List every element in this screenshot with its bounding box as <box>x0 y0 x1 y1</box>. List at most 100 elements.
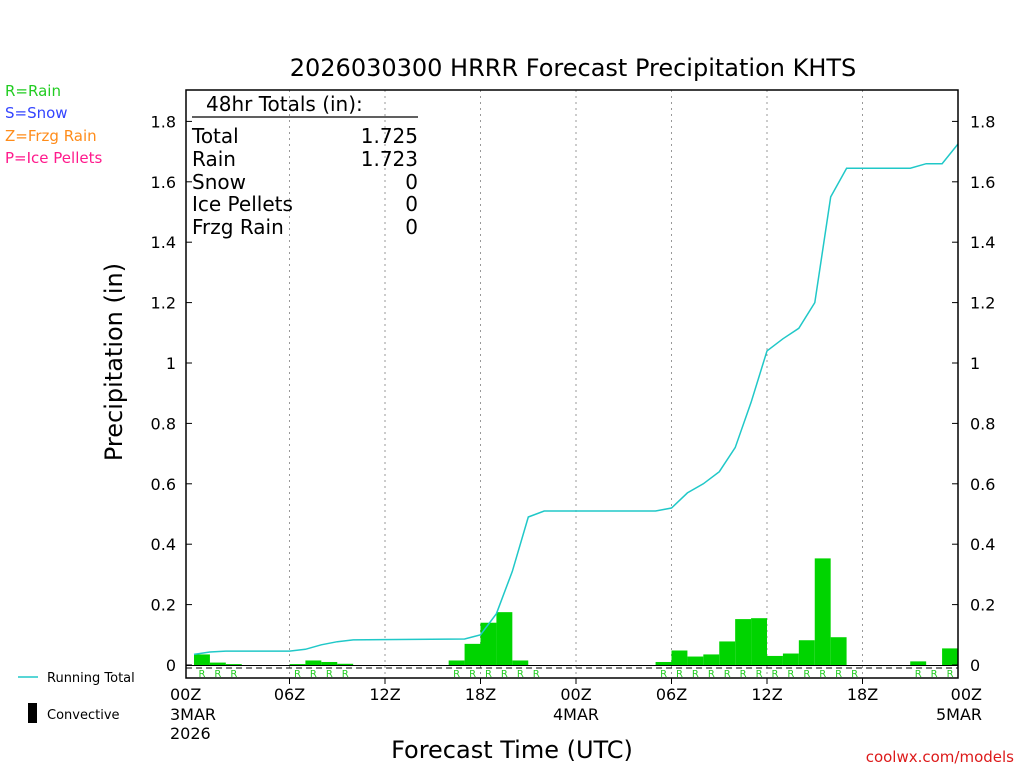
ytick-left-label-6: 1.2 <box>151 294 176 313</box>
ptype-marker-15: R <box>692 669 699 680</box>
xtick-date-0: 3MAR <box>170 705 216 724</box>
ytick-left-label-2: 0.4 <box>151 535 176 554</box>
ptype-marker-22: R <box>803 669 810 680</box>
ytick-right-label-0: 0 <box>970 656 980 675</box>
ptype-marker-12: R <box>533 669 540 680</box>
precip-bar-7 <box>448 660 465 665</box>
xtick-label-1: 06Z <box>274 685 305 704</box>
precip-bar-19 <box>751 618 767 665</box>
xtick-date-8: 5MAR <box>936 705 982 724</box>
xtick-year-0: 2026 <box>170 724 211 743</box>
ptype-marker-2: R <box>230 669 237 680</box>
totals-label-total: Total <box>191 124 239 148</box>
ptype-marker-23: R <box>819 669 826 680</box>
precip-bar-16 <box>703 654 720 665</box>
totals-value-total: 1.725 <box>361 124 418 148</box>
ptype-legend-ice-pellets: P=Ice Pellets <box>5 149 102 167</box>
ptype-marker-4: R <box>310 669 317 680</box>
precip-bar-2 <box>225 664 242 665</box>
ptype-marker-25: R <box>851 669 858 680</box>
precip-bar-17 <box>719 641 736 665</box>
ytick-left-label-8: 1.6 <box>151 173 176 192</box>
xtick-label-0: 00Z <box>170 685 201 704</box>
ptype-marker-18: R <box>740 669 747 680</box>
ptype-marker-19: R <box>756 669 763 680</box>
y-axis-right: 0 0.2 0.4 0.6 0.8 1 1.2 1.4 1.6 1.8 <box>952 112 995 675</box>
totals-label-ice-pellets: Ice Pellets <box>192 192 293 216</box>
y-axis-label: Precipitation (in) <box>100 263 128 461</box>
ytick-right-label-4: 0.8 <box>970 414 995 433</box>
vertical-gridlines <box>289 90 863 678</box>
ytick-left-label-3: 0.6 <box>151 475 176 494</box>
ptype-marker-10: R <box>501 669 508 680</box>
plot-frame <box>185 89 959 679</box>
ytick-right-label-3: 0.6 <box>970 475 995 494</box>
ptype-marker-8: R <box>469 669 476 680</box>
ptype-marker-13: R <box>660 669 667 680</box>
ptype-legend-rain: R=Rain <box>5 82 61 100</box>
convective-legend-swatch <box>28 703 37 723</box>
precip-bar-1 <box>209 662 226 665</box>
totals-box: 48hr Totals (in): Total 1.725 Rain 1.723… <box>191 92 418 239</box>
ytick-right-label-7: 1.4 <box>970 233 995 252</box>
ptype-marker-20: R <box>771 669 778 680</box>
precip-bar-10 <box>496 612 513 665</box>
ptype-legend-frzg-rain: Z=Frzg Rain <box>5 127 97 145</box>
ytick-left-label-1: 0.2 <box>151 596 176 615</box>
ptype-marker-16: R <box>708 669 715 680</box>
precip-bar-6 <box>337 663 354 665</box>
precip-bar-0 <box>194 654 210 665</box>
precip-bar-20 <box>767 655 783 665</box>
ptype-marker-5: R <box>326 669 333 680</box>
precip-bar-9 <box>480 622 497 665</box>
precip-bar-11 <box>512 660 529 665</box>
ptype-marker-21: R <box>787 669 794 680</box>
totals-value-snow: 0 <box>405 170 418 194</box>
ptype-legend: R=Rain S=Snow Z=Frzg Rain P=Ice Pellets <box>5 82 102 167</box>
hourly-precip-bars <box>194 558 958 665</box>
precip-bar-24 <box>830 637 847 665</box>
xtick-label-7: 18Z <box>847 685 878 704</box>
running-total-line <box>193 143 959 656</box>
xtick-label-4: 00Z <box>560 685 591 704</box>
ptype-marker-6: R <box>342 669 349 680</box>
ptype-marker-14: R <box>676 669 683 680</box>
xtick-date-4: 4MAR <box>553 705 599 724</box>
chart-title: 2026030300 HRRR Forecast Precipitation K… <box>290 54 857 82</box>
xtick-label-6: 12Z <box>751 685 782 704</box>
precip-bar-14 <box>671 650 688 665</box>
precip-bar-22 <box>798 640 815 665</box>
ytick-left-label-0: 0 <box>166 656 176 675</box>
totals-value-rain: 1.723 <box>361 147 418 171</box>
ytick-left-label-5: 1 <box>166 354 176 373</box>
precip-bar-15 <box>687 656 704 665</box>
convective-legend-label: Convective <box>47 708 120 723</box>
ytick-right-label-9: 1.8 <box>970 112 995 131</box>
ytick-right-label-8: 1.6 <box>970 173 995 192</box>
ptype-marker-27: R <box>931 669 938 680</box>
precip-bar-3 <box>289 664 306 665</box>
ptype-marker-3: R <box>294 669 301 680</box>
precip-bar-23 <box>814 558 831 665</box>
totals-value-ice-pellets: 0 <box>405 192 418 216</box>
xtick-label-5: 06Z <box>656 685 687 704</box>
totals-value-frzg-rain: 0 <box>405 215 418 239</box>
ytick-left-label-7: 1.4 <box>151 233 176 252</box>
xtick-label-8: 00Z <box>951 685 982 704</box>
ptype-marker-1: R <box>214 669 221 680</box>
totals-title: 48hr Totals (in): <box>206 92 363 116</box>
y-axis-left: 0 0.2 0.4 0.6 0.8 1 1.2 1.4 1.6 1.8 <box>151 112 192 675</box>
ptype-marker-24: R <box>835 669 842 680</box>
xtick-label-3: 18Z <box>465 685 496 704</box>
series-legend: Running Total Convective <box>18 671 135 723</box>
ytick-right-label-2: 0.4 <box>970 535 995 554</box>
ptype-marker-11: R <box>517 669 524 680</box>
ptype-marker-28: R <box>947 669 954 680</box>
totals-label-rain: Rain <box>192 147 236 171</box>
precip-bar-18 <box>735 619 752 665</box>
ptype-marker-17: R <box>724 669 731 680</box>
precip-bar-21 <box>782 653 799 665</box>
